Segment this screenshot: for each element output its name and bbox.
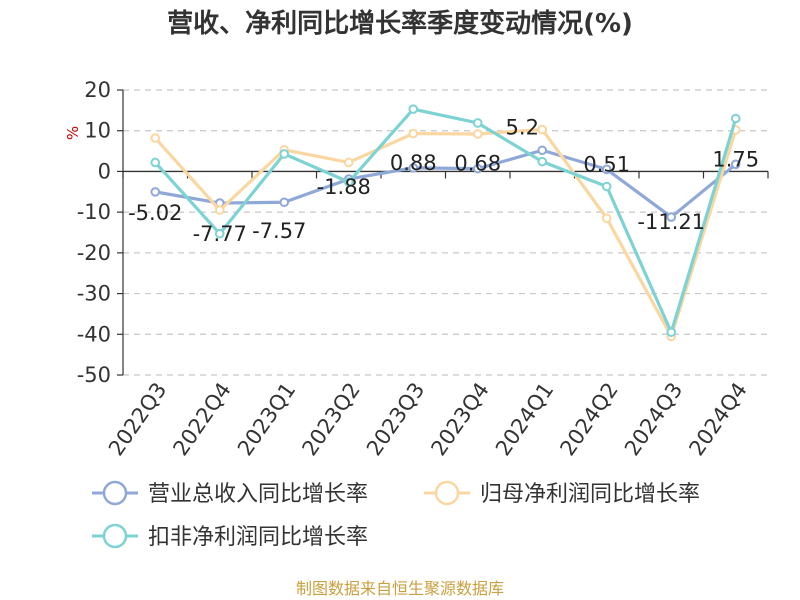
legend-marker bbox=[434, 480, 460, 506]
data-label: -1.88 bbox=[317, 175, 371, 199]
data-point[interactable] bbox=[472, 118, 483, 128]
y-tick-label: 10 bbox=[84, 119, 111, 143]
data-point[interactable] bbox=[408, 104, 419, 114]
legend-label: 扣非净利润同比增长率 bbox=[148, 525, 368, 550]
legend-label: 归母净利润同比增长率 bbox=[480, 482, 700, 507]
data-point[interactable] bbox=[150, 187, 161, 197]
x-tick-label: 2023Q3 bbox=[362, 378, 429, 460]
series-layer bbox=[150, 104, 741, 342]
chart-title: 营收、净利同比增长率季度变动情况(%) bbox=[167, 8, 633, 39]
data-point[interactable] bbox=[472, 129, 483, 139]
data-point[interactable] bbox=[601, 181, 612, 192]
data-label: -5.02 bbox=[128, 201, 182, 225]
x-tick-label: 2024Q4 bbox=[684, 378, 751, 460]
y-tick-label: -50 bbox=[77, 363, 111, 387]
data-label: 0.88 bbox=[390, 151, 437, 175]
source-note: 制图数据来自恒生聚源数据库 bbox=[296, 579, 504, 598]
legend-label: 营业总收入同比增长率 bbox=[148, 482, 368, 507]
data-label: -7.57 bbox=[252, 219, 306, 243]
data-label: -11.21 bbox=[637, 210, 705, 234]
data-point[interactable] bbox=[408, 163, 419, 173]
data-label: -7.77 bbox=[193, 222, 247, 246]
x-tick-label: 2022Q4 bbox=[168, 378, 235, 460]
data-point[interactable] bbox=[279, 197, 290, 208]
data-point[interactable] bbox=[214, 228, 225, 239]
data-point[interactable] bbox=[730, 159, 741, 170]
legend-item[interactable]: 营业总收入同比增长率 bbox=[92, 480, 368, 507]
data-point[interactable] bbox=[150, 157, 161, 168]
series-2 bbox=[150, 104, 741, 338]
axes: 20100-10-20-30-40-502022Q32022Q42023Q120… bbox=[77, 78, 769, 460]
y-tick-label: -10 bbox=[77, 200, 111, 224]
data-label: 0.68 bbox=[454, 152, 501, 176]
data-point[interactable] bbox=[666, 212, 677, 222]
data-point[interactable] bbox=[150, 133, 161, 143]
legend-marker bbox=[102, 523, 128, 549]
x-tick-label: 2023Q1 bbox=[233, 378, 300, 460]
grid bbox=[123, 89, 768, 376]
data-point[interactable] bbox=[279, 149, 290, 159]
data-labels: -5.02 -7.77 -7.57 -1.88 0.88 0.685.2 0.51 -11.2… bbox=[128, 115, 759, 246]
data-point[interactable] bbox=[537, 145, 548, 156]
legend-marker bbox=[102, 480, 128, 506]
y-tick-label: 0 bbox=[98, 159, 111, 183]
series-0 bbox=[150, 145, 741, 222]
series-line bbox=[154, 107, 738, 334]
legend-item[interactable]: 归母净利润同比增长率 bbox=[424, 480, 700, 507]
series-line bbox=[154, 127, 738, 338]
y-axis-unit: % bbox=[64, 126, 82, 140]
data-point[interactable] bbox=[537, 156, 548, 167]
data-point[interactable] bbox=[601, 164, 612, 175]
y-tick-label: -30 bbox=[77, 282, 111, 306]
y-tick-label: -20 bbox=[77, 241, 111, 265]
data-point[interactable] bbox=[214, 205, 225, 215]
data-point[interactable] bbox=[601, 213, 612, 224]
x-tick-label: 2024Q3 bbox=[620, 378, 687, 460]
data-point[interactable] bbox=[730, 113, 741, 124]
x-tick-label: 2022Q3 bbox=[104, 378, 171, 460]
data-point[interactable] bbox=[408, 128, 419, 139]
data-point[interactable] bbox=[343, 157, 354, 168]
y-tick-label: -40 bbox=[77, 322, 111, 346]
data-point[interactable] bbox=[343, 177, 354, 187]
legend-item[interactable]: 扣非净利润同比增长率 bbox=[92, 523, 368, 550]
data-point[interactable] bbox=[537, 124, 548, 135]
x-tick-label: 2023Q2 bbox=[297, 378, 364, 460]
data-label: 5.2 bbox=[506, 115, 539, 139]
series-line bbox=[154, 148, 737, 219]
x-tick-label: 2024Q2 bbox=[555, 378, 622, 460]
x-tick-label: 2024Q1 bbox=[491, 378, 558, 460]
y-tick-label: 20 bbox=[84, 78, 111, 102]
data-label: 1.75 bbox=[712, 147, 759, 171]
x-tick-label: 2023Q4 bbox=[426, 378, 493, 460]
data-point[interactable] bbox=[666, 327, 677, 338]
data-label: 0.51 bbox=[583, 152, 630, 176]
data-point[interactable] bbox=[472, 163, 483, 174]
